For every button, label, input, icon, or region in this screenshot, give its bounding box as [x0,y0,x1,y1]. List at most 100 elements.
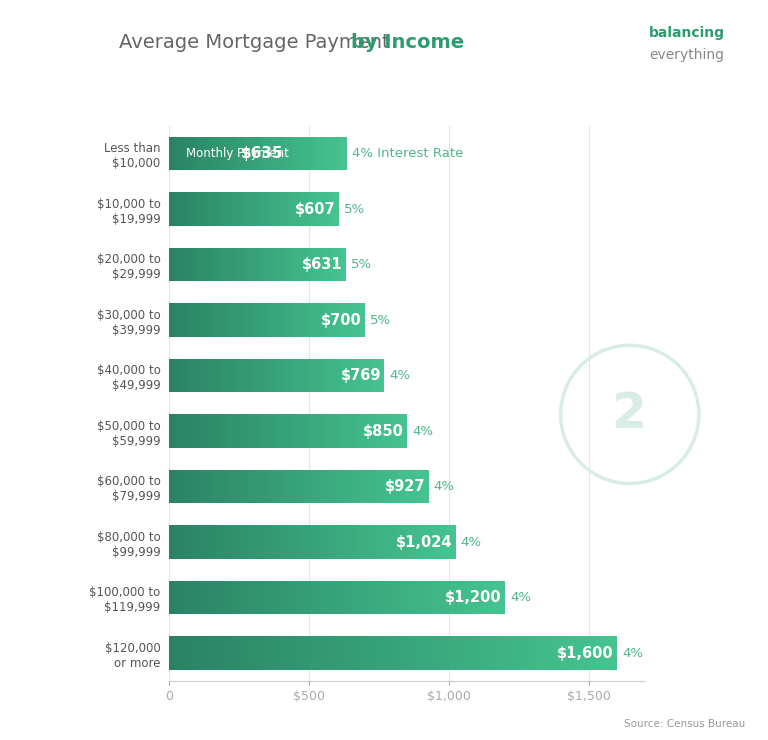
Bar [197,192,198,226]
Bar [330,470,331,503]
Bar [184,359,185,392]
Bar [282,414,283,448]
Bar [298,137,299,170]
Bar [186,470,187,503]
Bar [209,470,210,503]
Bar [230,636,232,670]
Bar [332,581,334,614]
Bar [250,248,251,281]
Bar [221,470,222,503]
Bar [350,636,353,670]
Bar [263,581,265,614]
Bar [331,525,333,559]
Bar [353,470,355,503]
Bar [236,192,237,226]
Bar [473,581,475,614]
Bar [261,192,262,226]
Bar [298,192,300,226]
Bar [302,581,303,614]
Bar [232,414,233,448]
Bar [286,414,288,448]
Bar [306,192,308,226]
Bar [202,525,204,559]
Bar [208,248,209,281]
Bar [316,303,317,337]
Bar [205,137,207,170]
Bar [414,470,415,503]
Bar [260,414,262,448]
Bar [237,414,238,448]
Bar [174,525,175,559]
Bar [211,303,212,337]
Bar [214,470,216,503]
Bar [271,581,273,614]
Bar [269,303,270,337]
Bar [300,581,302,614]
Bar [258,248,260,281]
Bar [177,414,179,448]
Bar [469,636,472,670]
Bar [338,303,339,337]
Bar [338,359,339,392]
Bar [336,470,338,503]
Bar [253,470,255,503]
Bar [361,414,362,448]
Bar [283,137,285,170]
Bar [269,248,270,281]
Bar [425,470,426,503]
Bar [361,470,362,503]
Bar [232,636,234,670]
Bar [233,581,235,614]
Bar [348,525,349,559]
Bar [235,525,237,559]
Bar [349,525,351,559]
Bar [194,303,196,337]
Bar [236,303,237,337]
Bar [259,192,260,226]
Bar [196,248,197,281]
Bar [186,581,187,614]
Bar [433,525,435,559]
Bar [316,192,317,226]
Bar [414,525,415,559]
Bar [346,525,347,559]
Bar [396,470,398,503]
Bar [220,525,222,559]
Bar [470,581,472,614]
Bar [220,470,221,503]
Bar [175,192,176,226]
Bar [443,525,445,559]
Bar [433,581,435,614]
Bar [193,414,194,448]
Bar [176,137,177,170]
Bar [320,192,321,226]
Bar [280,303,281,337]
Bar [213,414,214,448]
Bar [362,359,364,392]
Bar [173,303,174,337]
Bar [218,137,219,170]
Bar [257,359,259,392]
Bar [310,192,311,226]
Bar [322,192,323,226]
Bar [254,192,255,226]
Bar [298,359,300,392]
Bar [209,525,210,559]
Bar [577,636,579,670]
Bar [315,192,316,226]
Bar [314,414,316,448]
Bar [305,192,306,226]
Bar [225,137,226,170]
Bar [217,525,218,559]
Bar [200,414,201,448]
Bar [311,192,312,226]
Bar [224,137,225,170]
Bar [414,581,416,614]
Bar [223,303,224,337]
Bar [395,470,396,503]
Bar [264,192,265,226]
Bar [337,581,339,614]
Bar [265,470,266,503]
Bar [409,470,411,503]
Bar [345,248,346,281]
